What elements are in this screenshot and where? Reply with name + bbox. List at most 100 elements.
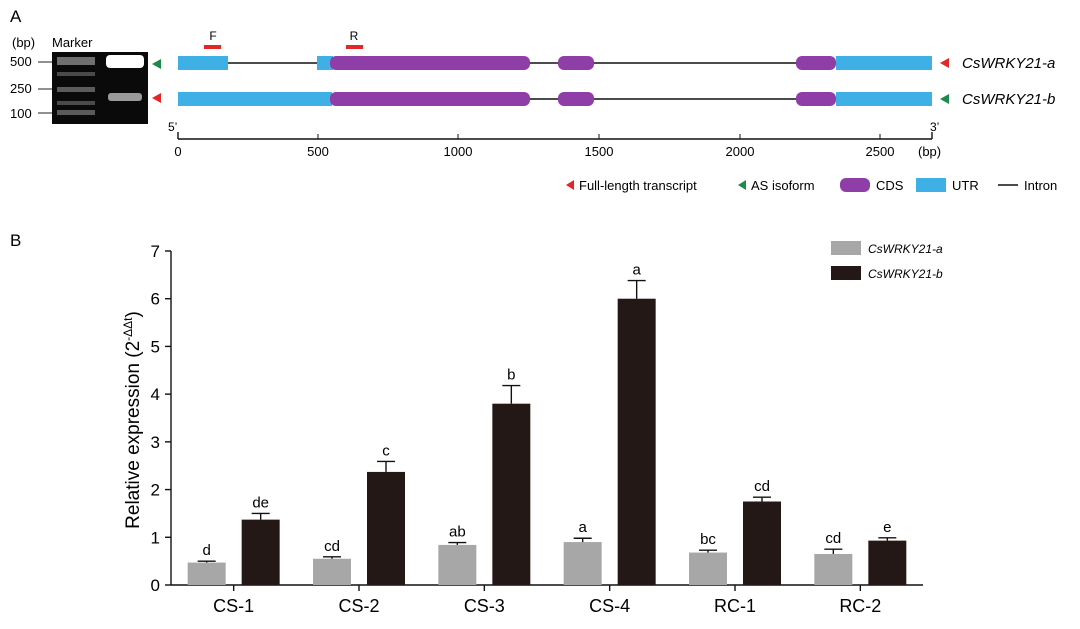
- primer-f-bar: [204, 45, 221, 49]
- significance-letter: c: [382, 442, 390, 459]
- transcript-b: [178, 92, 932, 106]
- utr-exon: [178, 92, 332, 106]
- significance-letter: bc: [700, 531, 716, 548]
- legend-utr: UTR: [952, 178, 979, 193]
- utr-exon: [836, 56, 932, 70]
- sample-band-a: [106, 55, 144, 68]
- x-tick-label: RC-1: [714, 596, 756, 616]
- significance-letter: b: [507, 367, 515, 384]
- as-isoform-marker-a-left: [152, 59, 161, 69]
- ladder-label-100: 100: [10, 106, 32, 121]
- bp-tick-label: 1000: [444, 144, 473, 159]
- bp-tick-label: 500: [307, 144, 329, 159]
- as-isoform-marker-b-right: [940, 94, 949, 104]
- significance-letter: a: [578, 519, 587, 536]
- y-tick-label: 7: [151, 242, 160, 261]
- gel-image: [52, 52, 148, 124]
- transcript-a-name: CsWRKY21-a: [962, 55, 1055, 72]
- x-tick-label: CS-4: [589, 596, 630, 616]
- legend-full-length: Full-length transcript: [579, 178, 697, 193]
- legend-cds: CDS: [876, 178, 904, 193]
- three-prime-label: 3’: [930, 120, 939, 134]
- bar: [313, 558, 351, 585]
- y-axis: 0 1 2 3 4 5 6 7: [151, 242, 172, 595]
- primer-r-bar: [346, 45, 363, 49]
- ladder-band-250: [57, 87, 95, 92]
- y-tick-label: 4: [151, 385, 160, 404]
- significance-letter: de: [252, 494, 269, 511]
- primer-f-label: F: [209, 29, 216, 43]
- cds-exon: [796, 56, 836, 70]
- bar: [241, 519, 280, 585]
- bp-tick-label: 2000: [726, 144, 755, 159]
- bar-chart: Relative expression (2-ΔΔt) 0 1 2 3 4 5 6 7 CS-…: [121, 241, 943, 616]
- bp-tick-label: 1500: [585, 144, 614, 159]
- as-isoform-legend-icon: [738, 180, 746, 190]
- legend-label: CsWRKY21-b: [868, 267, 943, 281]
- bar: [617, 298, 656, 585]
- chart-legend: CsWRKY21-a CsWRKY21-b: [831, 241, 943, 281]
- bar: [868, 540, 907, 585]
- cds-exon: [558, 92, 594, 106]
- panel-b-label: B: [10, 231, 21, 250]
- bp-axis: [177, 132, 933, 140]
- x-axis: CS-1 CS-2 CS-3 CS-4 RC-1 RC-2: [171, 584, 923, 616]
- bar: [492, 403, 531, 585]
- bp-unit-label: (bp): [918, 144, 941, 159]
- bar: [814, 553, 853, 585]
- significance-letter: a: [632, 262, 641, 279]
- full-length-marker-b-left: [152, 93, 161, 103]
- significance-letter: cd: [754, 478, 770, 495]
- x-tick-label: RC-2: [839, 596, 881, 616]
- bar: [438, 544, 477, 585]
- panel-a-legend: Full-length transcript AS isoform CDS UT…: [566, 178, 1057, 193]
- legend-swatch: [831, 241, 861, 255]
- sample-band-b: [108, 93, 142, 101]
- bar: [367, 471, 405, 585]
- significance-letter: d: [202, 542, 210, 559]
- significance-letter: cd: [324, 538, 340, 555]
- cds-exon: [330, 92, 530, 106]
- significance-letter: e: [883, 519, 891, 536]
- bar: [743, 501, 781, 585]
- bar: [563, 542, 602, 585]
- legend-label: CsWRKY21-a: [868, 242, 943, 256]
- x-tick-label: CS-1: [213, 596, 254, 616]
- ladder-band-150: [57, 101, 95, 105]
- cds-exon: [330, 56, 530, 70]
- cds-exon: [796, 92, 836, 106]
- full-length-marker-a-right: [940, 58, 949, 68]
- utr-exon: [317, 56, 333, 70]
- y-tick-label: 1: [151, 528, 160, 547]
- legend-swatch: [831, 266, 861, 280]
- bar: [187, 562, 226, 585]
- transcript-b-name: CsWRKY21-b: [962, 91, 1055, 108]
- x-tick-label: CS-3: [464, 596, 505, 616]
- y-tick-label: 5: [151, 337, 160, 356]
- significance-letter: ab: [449, 524, 466, 541]
- y-axis-label: Relative expression (2-ΔΔt): [121, 311, 144, 529]
- ladder-label-250: 250: [10, 81, 32, 96]
- bars: d de cd c ab b a a bc cd cd e: [187, 262, 907, 585]
- cds-exon: [558, 56, 594, 70]
- ladder-label-500: 500: [10, 54, 32, 69]
- bar: [689, 552, 727, 585]
- gel-unit-label: (bp): [12, 35, 35, 50]
- significance-letter: cd: [825, 530, 841, 547]
- five-prime-label: 5’: [168, 120, 177, 134]
- ladder-band-500: [57, 57, 95, 65]
- utr-exon: [178, 56, 228, 70]
- y-tick-label: 3: [151, 433, 160, 452]
- utr-exon: [836, 92, 932, 106]
- y-tick-label: 0: [151, 576, 160, 595]
- ladder-band-400: [57, 72, 95, 76]
- primer-r-label: R: [350, 29, 359, 43]
- bp-tick-label: 0: [174, 144, 181, 159]
- legend-intron: Intron: [1024, 178, 1057, 193]
- ladder-band-100: [57, 110, 95, 115]
- legend-as-isoform: AS isoform: [751, 178, 815, 193]
- bp-tick-label: 2500: [866, 144, 895, 159]
- panel-a-label: A: [10, 7, 22, 26]
